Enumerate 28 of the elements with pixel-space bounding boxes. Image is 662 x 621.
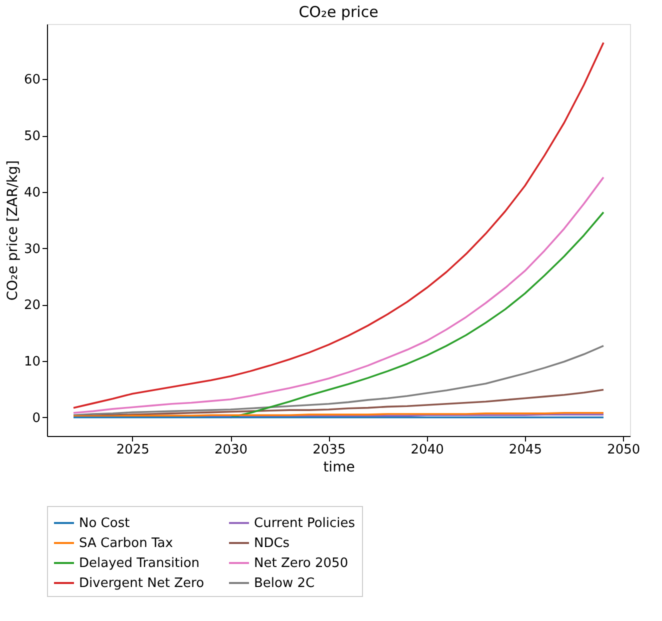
legend-label: SA Carbon Tax xyxy=(79,536,174,551)
legend-label: NDCs xyxy=(254,536,290,551)
x-tick-label: 2040 xyxy=(410,442,444,458)
y-tick-label: 30 xyxy=(24,242,40,257)
line-series xyxy=(72,176,604,414)
x-tick-label: 2030 xyxy=(214,442,248,458)
x-tick-label: 2025 xyxy=(116,442,150,458)
legend-label: Delayed Transition xyxy=(79,556,200,571)
y-tick-label: 50 xyxy=(24,129,40,144)
y-tick-label: 0 xyxy=(32,410,40,426)
y-tick-label: 40 xyxy=(24,185,40,200)
y-tick-label: 10 xyxy=(24,354,40,370)
legend-label: Net Zero 2050 xyxy=(254,556,348,571)
y-axis-title: CO₂e price [ZAR/kg] xyxy=(4,160,21,301)
chart-title: CO₂e price xyxy=(298,3,378,21)
x-tick-label: 2050 xyxy=(607,442,640,458)
x-tick-label: 2045 xyxy=(508,442,542,458)
legend-label: Divergent Net Zero xyxy=(79,576,204,591)
x-axis-title: time xyxy=(323,460,355,476)
x-tick-label: 2035 xyxy=(312,442,346,458)
y-tick-label: 20 xyxy=(24,298,40,314)
line-series xyxy=(72,42,604,409)
legend-label: Current Policies xyxy=(254,516,356,531)
legend-label: Below 2C xyxy=(254,576,315,591)
line-series xyxy=(72,344,604,416)
legend-label: No Cost xyxy=(79,516,130,531)
y-tick-label: 60 xyxy=(24,72,40,88)
line-series xyxy=(230,211,604,418)
